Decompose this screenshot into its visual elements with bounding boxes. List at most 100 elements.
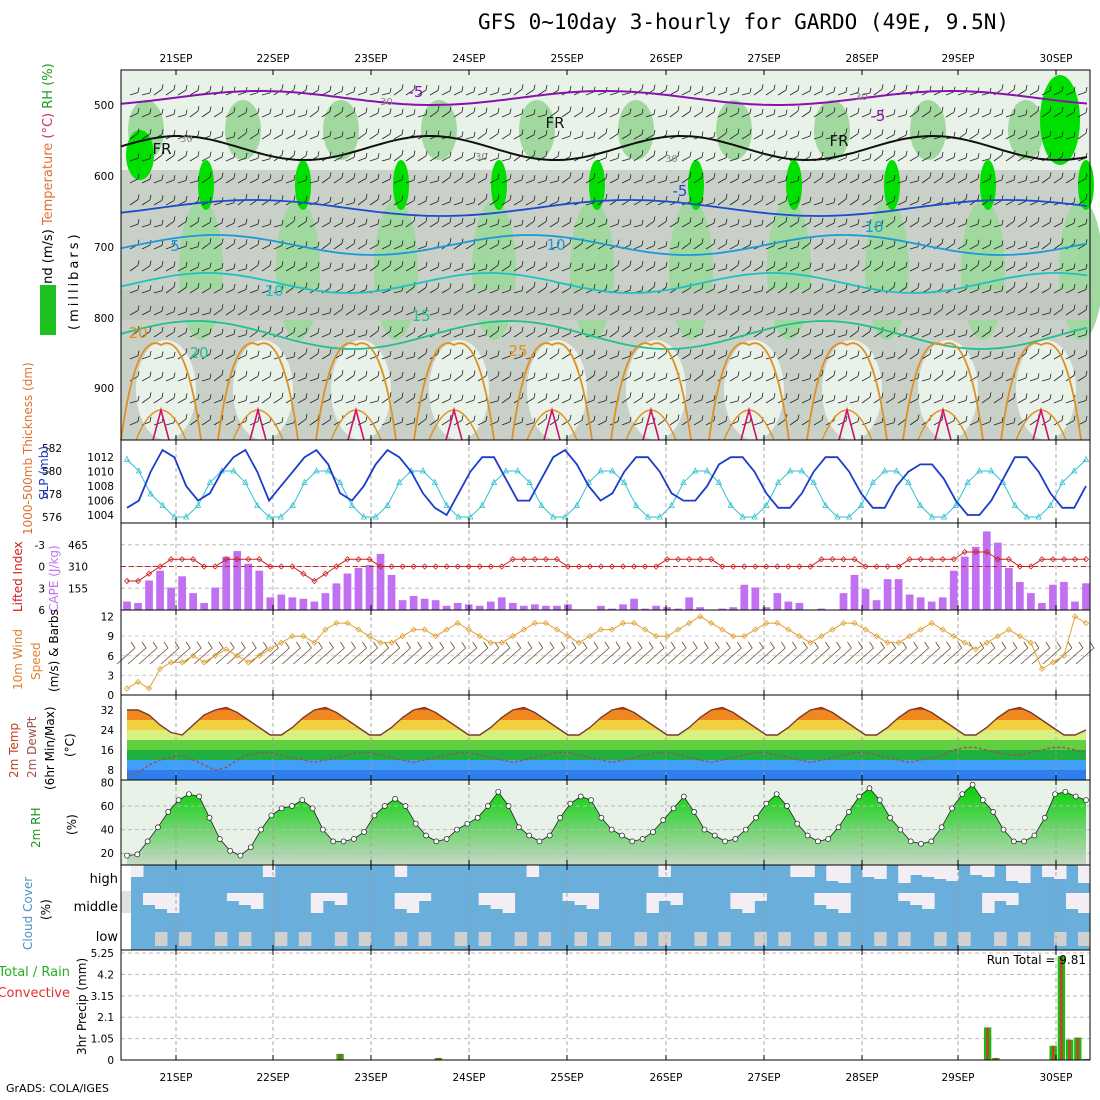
wind-speed-marker (289, 633, 296, 640)
wind-barb-flag (758, 641, 764, 649)
wind-barb-flag (581, 86, 584, 92)
rh-marker (794, 820, 801, 827)
wind-barb (885, 266, 895, 272)
wind-barb-flag (785, 85, 788, 91)
wind-barb-flag (761, 240, 764, 246)
wind-barb (579, 647, 599, 665)
wind-barb-flag (803, 641, 808, 649)
wind-barb (705, 309, 715, 316)
wind-barb (345, 333, 355, 338)
wind-barb-flag (957, 641, 963, 649)
cloud-low-cell (658, 932, 671, 946)
cloud-middle-cell (646, 893, 659, 913)
wind-barb-flag (941, 283, 944, 289)
wind-barb (741, 199, 751, 206)
wind-barb (201, 398, 211, 404)
cloud-middle-cell (586, 893, 600, 909)
wind-barb (909, 332, 919, 338)
wind-barb (585, 268, 595, 272)
wind-barb (813, 201, 823, 206)
wind-barb-flag (305, 216, 308, 222)
wind-barb (141, 158, 151, 162)
cape-bar (839, 593, 848, 610)
wind-barb (525, 220, 535, 228)
wind-barb-flag (497, 108, 500, 114)
wind-barb-flag (185, 196, 188, 202)
wind-barb (226, 647, 246, 665)
rh-marker (206, 814, 213, 821)
wind-barb (261, 92, 271, 96)
wind-barb (921, 312, 931, 316)
wind-barb (177, 398, 187, 404)
lifted-index-marker (575, 563, 583, 570)
wind-barb-flag (557, 414, 560, 420)
wind-barb-flag (665, 414, 668, 420)
wind-speed-marker (840, 620, 847, 627)
wind-barb (141, 289, 151, 294)
wind-barb-flag (341, 86, 344, 92)
wind-speed-marker (531, 620, 538, 627)
wind-barb (597, 375, 607, 382)
cloud-low-cell (394, 932, 408, 946)
lifted-index-marker (432, 563, 439, 570)
wind-barb (813, 136, 823, 140)
wind-barb (765, 220, 775, 228)
wind-barb-flag (653, 261, 656, 267)
wind-barb-flag (521, 174, 524, 180)
wind-barb (1065, 136, 1075, 140)
wind-barb (201, 156, 211, 162)
wind-barb (165, 179, 175, 184)
wind-barb-flag (845, 284, 848, 290)
wind-barb-flag (533, 240, 536, 246)
wind-barb (717, 91, 727, 96)
freezing-level-contour (120, 134, 1088, 162)
pressure-tick-label: 800 (94, 313, 114, 325)
wind-barb-flag (1001, 392, 1004, 398)
wind-barb-flag (677, 282, 680, 288)
pressure-tick-label: 500 (94, 100, 114, 112)
wind-barb-flag (792, 641, 797, 649)
wind-speed-marker (928, 620, 935, 627)
wind-barb (861, 421, 871, 426)
cloud-low-cell (1054, 932, 1067, 946)
wind-barb (237, 112, 247, 118)
pressure-tick-label: 900 (94, 383, 114, 395)
wind-barb-flag (1073, 152, 1076, 158)
wind-barb-flag (353, 218, 356, 224)
wind-barb (333, 90, 343, 96)
wind-barb (885, 397, 895, 404)
wind-barb (981, 355, 991, 360)
wind-barb (525, 377, 535, 382)
wind-barb (309, 312, 319, 316)
wind-speed-marker (597, 626, 605, 633)
lifted-index-marker (1027, 563, 1034, 570)
wind-barb (789, 246, 799, 250)
wind-barb (315, 647, 334, 665)
wind-barb (993, 290, 1003, 294)
wind-barb-flag (773, 175, 776, 181)
wind-barb-flag (737, 194, 740, 200)
wind-barb-flag (785, 282, 788, 288)
wind-barb-flag (437, 307, 440, 313)
wind-barb-flag (413, 306, 416, 312)
wind-barb (700, 647, 720, 665)
wind-speed-marker (575, 639, 583, 646)
cloud-middle-cell (1078, 893, 1091, 913)
wind-barb-flag (773, 372, 776, 378)
cape-bar (288, 597, 297, 610)
wind-barb-flag (593, 370, 596, 376)
wind-barb (309, 180, 319, 184)
wind-barb (897, 134, 907, 140)
wind-barb-flag (641, 372, 644, 378)
wind-barb-flag (689, 262, 692, 268)
wind-barb-flag (240, 641, 246, 649)
rh-marker (1000, 826, 1007, 833)
wind-barb (333, 243, 343, 250)
wind-barb-flag (449, 106, 452, 112)
wind-barb (717, 268, 727, 272)
wind-barb-flag (449, 131, 452, 137)
wind-barb-flag (221, 415, 224, 421)
wind-barb (873, 199, 883, 206)
wind-barb (849, 264, 859, 272)
wind-barb-flag (977, 194, 980, 200)
